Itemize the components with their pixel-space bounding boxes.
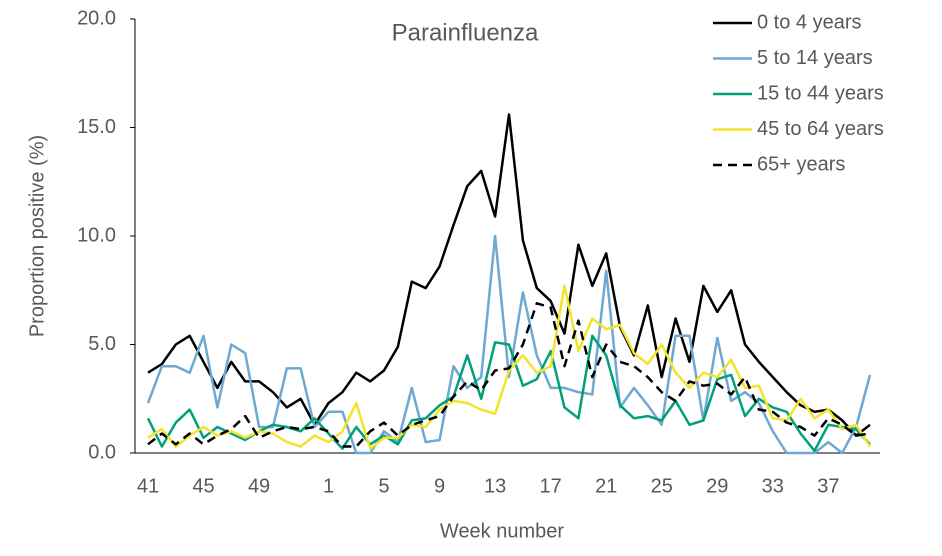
x-tick-label: 21 — [595, 475, 617, 497]
series-line — [147, 113, 871, 437]
series-line — [147, 302, 871, 448]
y-tick-label: 10.0 — [77, 224, 116, 246]
x-tick-label: 29 — [706, 475, 728, 497]
x-tick-label: 45 — [192, 475, 214, 497]
y-tick-label: 15.0 — [77, 116, 116, 138]
x-tick-label: 49 — [248, 475, 270, 497]
chart-title: Parainfluenza — [392, 19, 539, 46]
legend-label: 0 to 4 years — [757, 11, 862, 33]
x-tick-label: 25 — [651, 475, 673, 497]
y-tick-label: 0.0 — [88, 441, 116, 463]
y-tick-label: 5.0 — [88, 333, 116, 355]
x-axis-label: Week number — [440, 520, 564, 542]
x-tick-label: 41 — [137, 475, 159, 497]
series-line — [146, 334, 871, 453]
x-tick-label: 37 — [817, 475, 839, 497]
legend-label: 45 to 64 years — [757, 118, 884, 140]
x-tick-label: 13 — [484, 475, 506, 497]
x-tick-label: 1 — [323, 475, 334, 497]
y-axis-label: Proportion positive (%) — [26, 135, 48, 337]
legend-label: 65+ years — [757, 153, 845, 175]
x-tick-label: 33 — [762, 475, 784, 497]
y-tick-label: 20.0 — [77, 7, 116, 29]
x-tick-label: 17 — [540, 475, 562, 497]
x-tick-label: 9 — [434, 475, 445, 497]
legend-label: 5 to 14 years — [757, 47, 873, 69]
legend-label: 15 to 44 years — [757, 82, 884, 104]
x-tick-label: 5 — [378, 475, 389, 497]
